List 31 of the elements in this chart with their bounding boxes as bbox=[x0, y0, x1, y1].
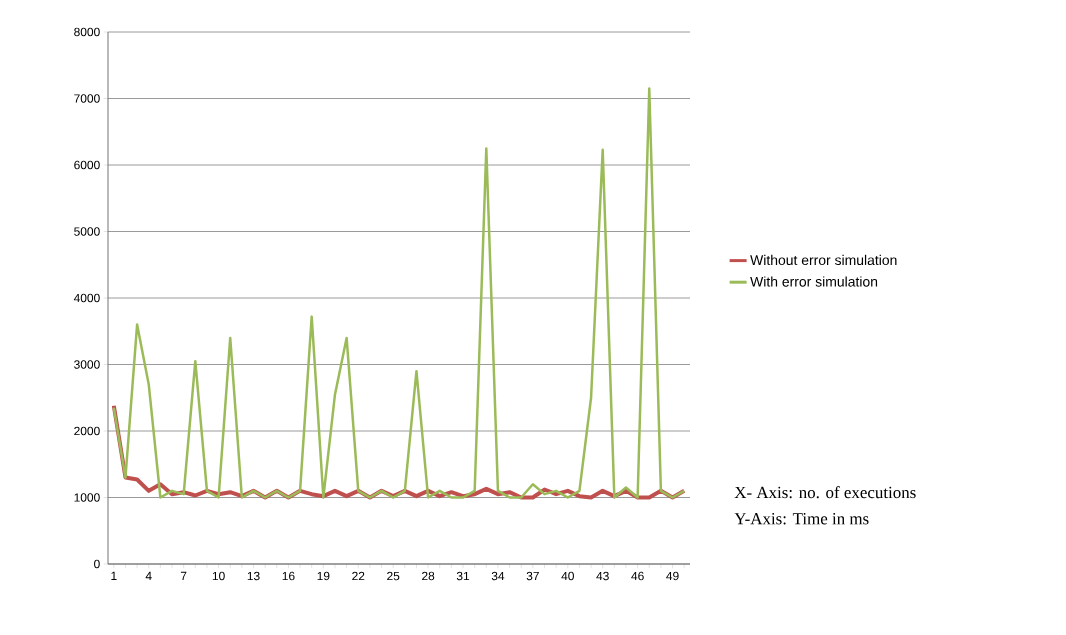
y-tick-label: 6000 bbox=[74, 160, 100, 170]
legend-label: With error simulation bbox=[750, 276, 878, 287]
x-tick-label: 46 bbox=[631, 571, 644, 581]
x-tick-label: 43 bbox=[596, 571, 609, 581]
line-series bbox=[112, 87, 686, 499]
x-tick-label: 1 bbox=[111, 571, 117, 580]
x-tick-label: 37 bbox=[526, 571, 539, 581]
x-tick-label: 31 bbox=[456, 571, 470, 581]
y-tick-label: 3000 bbox=[74, 360, 100, 369]
x-tick-label: 49 bbox=[666, 571, 679, 581]
x-tick-label: 22 bbox=[352, 571, 365, 581]
y-tick-label: 5000 bbox=[74, 227, 100, 236]
x-tick-label: 7 bbox=[180, 571, 187, 580]
text: Y-Axis: Time in ms bbox=[734, 513, 869, 525]
x-tick-label: 4 bbox=[145, 571, 152, 580]
text: X- Axis: no. of executions bbox=[734, 486, 916, 499]
legend-label: Without error simulation bbox=[750, 254, 897, 266]
y-tick-label: 7000 bbox=[74, 94, 100, 103]
x-tick-label: 19 bbox=[317, 571, 330, 581]
x-tick-label: 10 bbox=[212, 571, 225, 581]
x-tick-label: 40 bbox=[561, 571, 574, 581]
y-tick-label: 4000 bbox=[73, 293, 100, 303]
x-tick-label: 25 bbox=[387, 571, 400, 581]
x-tick-label: 13 bbox=[247, 571, 260, 581]
y-tick-label: 2000 bbox=[74, 426, 100, 436]
y-tick-label: 0 bbox=[94, 559, 100, 569]
y-tick-label: 1000 bbox=[74, 493, 100, 502]
x-tick-label: 16 bbox=[282, 571, 295, 581]
x-tick-label: 28 bbox=[422, 571, 435, 581]
x-tick-label: 34 bbox=[491, 571, 505, 581]
y-tick-label: 8000 bbox=[74, 27, 100, 37]
